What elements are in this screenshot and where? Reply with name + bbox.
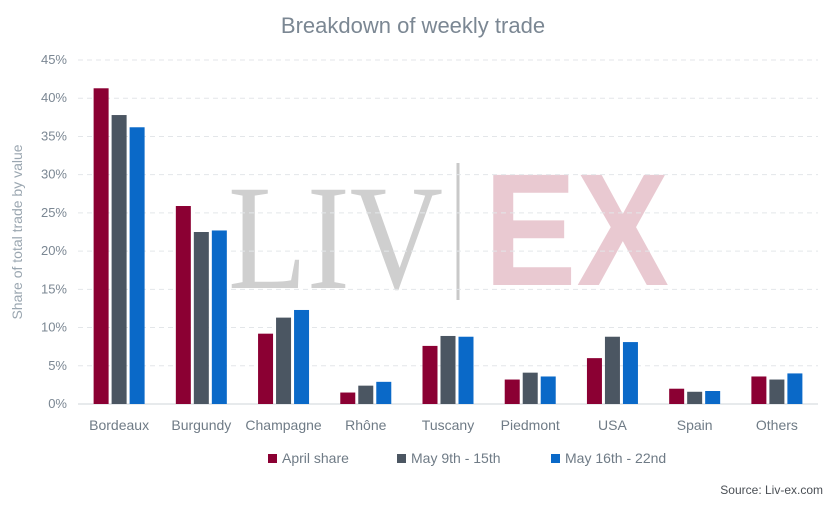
- y-tick-label: 20%: [41, 243, 67, 258]
- bar-3: [540, 376, 556, 404]
- bar-2: [604, 336, 620, 404]
- bar-1: [422, 345, 438, 404]
- legend-swatch: [268, 454, 277, 463]
- x-category-label: Others: [756, 417, 798, 433]
- chart-title: Breakdown of weekly trade: [281, 13, 545, 38]
- bar-3: [294, 309, 310, 404]
- legend-swatch: [551, 454, 560, 463]
- watermark-liv-text: LIV: [228, 155, 443, 321]
- bar-3: [129, 127, 145, 404]
- bar-3: [787, 373, 803, 404]
- bar-1: [258, 333, 274, 404]
- bar-3: [211, 230, 227, 404]
- bar-1: [751, 376, 767, 404]
- y-tick-label: 0%: [48, 396, 67, 411]
- bar-2: [358, 385, 374, 404]
- bar-2: [687, 391, 703, 404]
- y-tick-label: 45%: [41, 52, 67, 67]
- legend-label: May 16th - 22nd: [565, 450, 666, 466]
- y-tick-label: 35%: [41, 128, 67, 143]
- bar-1: [175, 206, 191, 404]
- y-tick-label: 10%: [41, 320, 67, 335]
- bar-2: [769, 379, 785, 404]
- bar-2: [111, 115, 127, 404]
- bar-3: [622, 342, 638, 404]
- legend: April share May 9th - 15th May 16th - 22nd: [268, 450, 666, 466]
- x-category-label: Spain: [677, 417, 713, 433]
- y-axis-label: Share of total trade by value: [9, 144, 25, 319]
- bar-1: [669, 388, 685, 404]
- bar-2: [276, 317, 292, 404]
- source-note: Source: Liv-ex.com: [720, 483, 823, 497]
- bar-1: [93, 88, 109, 404]
- y-tick-label: 15%: [41, 281, 67, 296]
- bar-1: [586, 358, 602, 404]
- bar-1: [504, 379, 520, 404]
- watermark-ex-text: EX: [484, 140, 669, 319]
- x-category-label: Piedmont: [501, 417, 560, 433]
- bar-2: [522, 372, 538, 404]
- bar-3: [376, 381, 392, 404]
- watermark-logo: LIV EX: [228, 140, 669, 321]
- y-tick-label: 30%: [41, 167, 67, 182]
- x-category-label: Tuscany: [422, 417, 474, 433]
- y-tick-label: 25%: [41, 205, 67, 220]
- x-axis-categories: Bordeaux Burgundy Champagne Rhône Tuscany Pie…: [89, 417, 798, 433]
- bar-3: [458, 336, 474, 404]
- bars: [93, 88, 803, 404]
- x-category-label: Rhône: [345, 417, 386, 433]
- x-category-label: USA: [598, 417, 627, 433]
- x-category-label: Champagne: [245, 417, 321, 433]
- y-tick-label: 5%: [48, 358, 67, 373]
- y-axis-ticks: 0% 5% 10% 15% 20% 25% 30% 35% 40% 45%: [41, 52, 67, 411]
- bar-2: [440, 335, 456, 404]
- x-category-label: Burgundy: [171, 417, 231, 433]
- legend-label: April share: [282, 450, 349, 466]
- y-tick-label: 40%: [41, 90, 67, 105]
- x-category-label: Bordeaux: [89, 417, 149, 433]
- legend-label: May 9th - 15th: [411, 450, 501, 466]
- legend-swatch: [397, 454, 406, 463]
- bar-1: [340, 392, 356, 404]
- bar-3: [705, 391, 721, 404]
- bar-2: [193, 232, 209, 404]
